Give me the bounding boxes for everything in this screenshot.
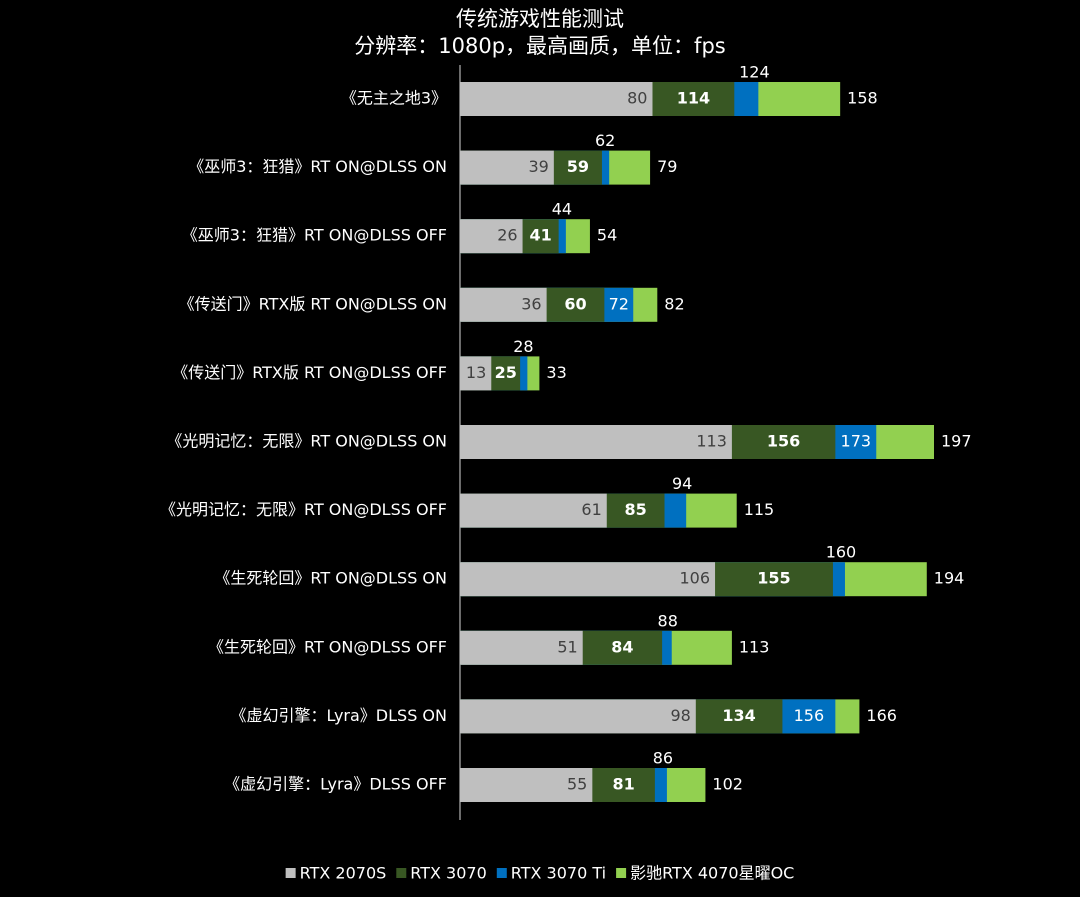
bar (460, 287, 547, 322)
value-label: 160 (826, 543, 857, 562)
chart-title: 传统游戏性能测试 (456, 7, 624, 31)
value-label: 94 (672, 474, 692, 493)
value-label: 55 (567, 775, 587, 794)
category-label: 《光明记忆：无限》RT ON@DLSS OFF (160, 500, 447, 519)
category-label: 《生死轮回》RT ON@DLSS OFF (208, 637, 447, 656)
bar (460, 150, 554, 185)
value-label: 79 (657, 157, 677, 176)
bar (460, 562, 716, 597)
legend-swatch (616, 868, 627, 878)
value-label: 197 (941, 432, 972, 451)
value-label: 39 (528, 157, 548, 176)
category-label: 《巫师3：狂猎》RT ON@DLSS ON (188, 157, 447, 176)
bar (460, 219, 523, 254)
value-label: 156 (767, 432, 800, 451)
value-label: 62 (595, 131, 615, 150)
legend-label: RTX 3070 (410, 864, 487, 883)
legend-swatch (285, 868, 296, 878)
bar (460, 425, 732, 459)
value-label: 51 (557, 637, 577, 656)
legend-label: RTX 2070S (300, 864, 387, 883)
value-label: 44 (552, 200, 572, 219)
legend-swatch (396, 868, 407, 878)
value-label: 26 (497, 226, 517, 245)
value-label: 36 (521, 294, 541, 313)
value-label: 25 (495, 363, 517, 382)
value-label: 81 (612, 775, 634, 794)
chart-subtitle: 分辨率：1080p，最高画质，单位：fps (354, 34, 725, 58)
value-label: 54 (597, 226, 617, 245)
value-label: 173 (841, 432, 872, 451)
value-label: 124 (739, 63, 770, 82)
category-label: 《虚幻引擎：Lyra》DLSS OFF (224, 775, 447, 794)
category-label: 《传送门》RTX版 RT ON@DLSS OFF (172, 363, 447, 382)
value-label: 113 (739, 637, 770, 656)
category-label: 《传送门》RTX版 RT ON@DLSS ON (179, 294, 447, 313)
category-label: 《无主之地3》 (341, 89, 447, 108)
value-label: 98 (670, 706, 690, 725)
value-label: 88 (658, 611, 678, 630)
value-label: 80 (627, 89, 647, 108)
value-label: 194 (934, 569, 965, 588)
category-label: 《虚幻引擎：Lyra》DLSS ON (231, 706, 448, 725)
value-label: 86 (653, 749, 673, 768)
value-label: 85 (625, 500, 647, 519)
value-label: 155 (757, 569, 790, 588)
value-label: 156 (794, 706, 825, 725)
value-label: 115 (744, 500, 775, 519)
value-label: 41 (529, 226, 551, 245)
legend-label: 影驰RTX 4070星曜OC (630, 864, 794, 883)
value-label: 59 (567, 157, 589, 176)
bar (460, 82, 653, 116)
value-label: 114 (677, 89, 710, 108)
value-label: 33 (546, 363, 566, 382)
bar (460, 493, 607, 528)
bar (460, 356, 492, 391)
legend-swatch (496, 868, 507, 878)
legend-label: RTX 3070 Ti (511, 864, 606, 883)
value-label: 13 (466, 363, 486, 382)
bar (460, 768, 593, 802)
bar (460, 630, 583, 665)
value-label: 106 (679, 569, 710, 588)
value-label: 158 (847, 89, 878, 108)
value-label: 60 (564, 294, 586, 313)
category-label: 《光明记忆：无限》RT ON@DLSS ON (166, 432, 447, 451)
value-label: 72 (609, 294, 629, 313)
value-label: 102 (712, 775, 743, 794)
category-label: 《生死轮回》RT ON@DLSS ON (214, 569, 447, 588)
value-label: 84 (611, 637, 633, 656)
value-label: 61 (581, 500, 601, 519)
value-label: 134 (722, 706, 755, 725)
value-label: 113 (696, 432, 727, 451)
category-label: 《巫师3：狂猎》RT ON@DLSS OFF (182, 226, 447, 245)
bar (460, 699, 696, 734)
value-label: 166 (866, 706, 897, 725)
value-label: 82 (664, 294, 684, 313)
value-label: 28 (513, 337, 533, 356)
